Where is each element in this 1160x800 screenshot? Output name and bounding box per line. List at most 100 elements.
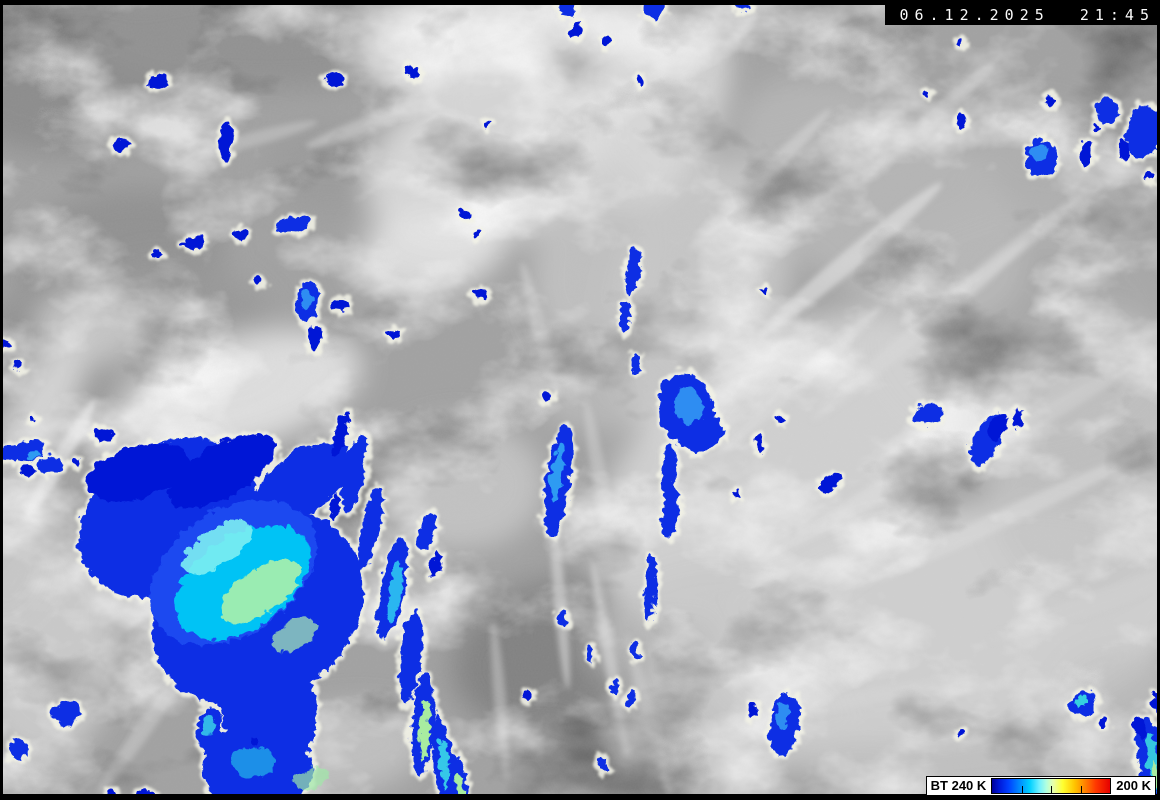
cloud-shape <box>1091 123 1097 129</box>
cloud-shape <box>403 64 417 76</box>
cloud-shape <box>1143 171 1151 179</box>
cloud-shape <box>11 358 21 368</box>
cloud-shape <box>384 327 398 335</box>
cloud-shape <box>1076 137 1092 163</box>
cloud-shape <box>471 287 483 297</box>
timestamp-text: 06.12.2025 21:45 <box>899 6 1155 24</box>
cloud-shape <box>1042 95 1052 103</box>
cloud-shape <box>416 698 428 758</box>
cloud-shape <box>1097 717 1105 725</box>
cloud-shape <box>758 285 764 291</box>
cloud-shape <box>275 213 309 231</box>
timestamp-overlay: 06.12.2025 21:45 <box>885 5 1157 25</box>
cloud-shape <box>630 640 638 660</box>
cloud-shape <box>384 560 400 620</box>
cloud-shape <box>339 430 365 510</box>
cloud-shape <box>659 480 677 536</box>
cloud-shape <box>103 786 113 794</box>
cloud-shape <box>658 441 674 489</box>
cloud-shape <box>35 454 61 472</box>
cloud-shape <box>609 676 615 692</box>
cloud-shape <box>109 135 127 149</box>
cloud-shape <box>298 286 312 306</box>
cloud-shape <box>18 463 32 473</box>
cloud-shape <box>584 644 592 660</box>
cloud-shape <box>773 412 781 420</box>
cloud-shape <box>215 117 231 159</box>
cloud-shape <box>729 488 737 496</box>
cloud-shape <box>540 391 550 399</box>
cloud-shape <box>641 554 655 622</box>
cloud-shape <box>247 734 255 742</box>
cloud-shape <box>327 491 337 519</box>
cloud-shape <box>1029 142 1045 160</box>
cloud-shape <box>84 441 186 499</box>
cloud-shape <box>555 608 565 624</box>
cloud-shape <box>624 688 632 704</box>
cloud-shape <box>629 351 637 375</box>
cloud-shape <box>268 614 316 650</box>
cloud-shape <box>815 470 839 490</box>
cloud-shape <box>622 244 638 292</box>
cloud-shape <box>547 442 563 498</box>
cloud-shape <box>436 736 448 788</box>
cloud-shape <box>1131 714 1145 738</box>
cloud-shape <box>8 735 24 757</box>
cloud-shape <box>218 556 298 620</box>
frame-right <box>1157 0 1160 800</box>
cloud-shape <box>616 298 628 332</box>
cloud-shape <box>180 234 202 246</box>
cloud-shape <box>91 425 111 439</box>
cloud-shape <box>1072 693 1086 705</box>
cloud-shape <box>910 401 940 423</box>
colorbar-label-right: 200 K <box>1116 778 1151 793</box>
colorbar-legend: BT 240 K 200 K <box>925 776 1156 796</box>
cloud-shape <box>594 752 606 772</box>
cloud-shape <box>330 296 346 308</box>
cloud-shape <box>772 700 788 728</box>
cloud-shape <box>954 108 962 126</box>
cloud-shape <box>50 698 78 724</box>
cloud-shape <box>453 770 463 800</box>
cloud-shape <box>1010 407 1022 427</box>
cloud-shape <box>1094 96 1116 120</box>
frame-top <box>0 0 1160 5</box>
colorbar-tick <box>1080 786 1082 793</box>
cloud-shape <box>14 436 42 460</box>
cloud-shape <box>1123 101 1159 155</box>
cloud-shape <box>355 483 381 567</box>
frame-left <box>0 0 3 800</box>
colorbar-label-left: BT 240 K <box>930 778 987 793</box>
cloud-shape <box>304 323 320 347</box>
cloud-shape <box>682 414 722 450</box>
cloud-shape <box>228 744 272 776</box>
cloud-shape <box>521 687 529 697</box>
cloud-shape <box>27 412 33 418</box>
cloud-shape <box>252 274 262 282</box>
cloud-shape <box>954 728 962 734</box>
colorbar-gradient <box>991 778 1112 794</box>
cloud-shape <box>230 227 246 237</box>
cloud-shape <box>568 19 580 35</box>
cloud-shape <box>0 442 18 458</box>
cloud-shape <box>151 249 159 255</box>
cloud-shape <box>671 384 701 424</box>
cloud-shape <box>456 208 468 218</box>
cloud-shape <box>987 410 1005 438</box>
cloud-shape <box>292 764 328 788</box>
cloud-shape <box>953 36 961 44</box>
cloud-shape <box>746 699 754 717</box>
cloud-shape <box>396 607 420 703</box>
cloud-shape <box>22 446 38 458</box>
frame-bottom <box>0 794 1160 800</box>
colorbar-tick <box>1051 786 1053 793</box>
cloud-shape <box>323 71 341 83</box>
cloud-shape <box>199 712 213 732</box>
cloud-shape <box>69 455 77 463</box>
cloud-shape <box>922 87 928 93</box>
cloud-shape <box>166 430 274 506</box>
cloud-shape <box>180 517 250 573</box>
